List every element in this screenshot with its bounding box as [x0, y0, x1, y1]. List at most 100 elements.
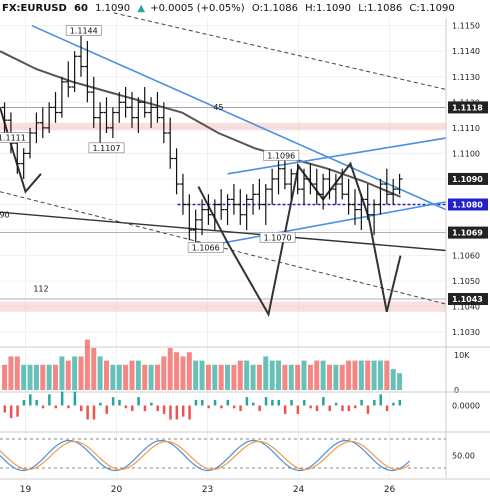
volume-bar	[377, 360, 383, 390]
macd-bar	[92, 405, 96, 420]
price-tag-1.1118: 1.1118	[448, 101, 488, 114]
ohlc-o-key: O:	[252, 3, 263, 14]
candle	[294, 163, 301, 195]
candle	[288, 168, 295, 200]
candle	[224, 194, 231, 225]
volume-bar	[59, 356, 65, 390]
annotation-1.1070: 1.1070	[259, 231, 296, 243]
annotation-box	[263, 150, 300, 161]
macd-bar	[3, 405, 7, 413]
candle	[46, 102, 53, 133]
macd-bar	[67, 405, 70, 409]
macd-bar	[130, 405, 134, 412]
candle	[371, 199, 378, 236]
candle	[390, 178, 397, 205]
price-tick-label: 1.1040	[452, 303, 480, 312]
macd-bar	[309, 405, 312, 409]
volume-bar	[212, 364, 218, 390]
drawing-trend-2	[209, 201, 447, 247]
price-tags: 1.1118 1.1090 1.1080 1.1069 1.1043	[448, 101, 488, 306]
macd-bar	[334, 402, 338, 406]
ohlc-l-value: 1.1086	[367, 3, 402, 14]
candle	[109, 107, 116, 139]
candle	[377, 178, 384, 215]
ohlc-l-key: L:	[358, 3, 367, 14]
macd-bar	[41, 405, 45, 409]
macd-bar	[379, 394, 382, 406]
candle	[192, 209, 199, 246]
volume-bar	[142, 364, 148, 390]
macd-bar	[385, 405, 389, 412]
macd-bar	[398, 399, 402, 406]
stoch-tick-label: 50.00	[452, 452, 475, 461]
interval: 60	[74, 3, 88, 14]
macd-bar	[16, 405, 19, 417]
macd-bar	[252, 402, 255, 406]
macd-bar	[86, 405, 89, 420]
candle	[122, 86, 129, 118]
price-tick-label: 1.1060	[452, 252, 480, 261]
volume-bar	[352, 360, 358, 390]
macd-bar	[181, 405, 185, 417]
volume-bar	[301, 360, 307, 390]
drawing-path-7	[197, 161, 402, 318]
volume-bar	[103, 360, 109, 390]
ohlc-o-value: 1.1086	[263, 3, 298, 14]
candle	[173, 148, 180, 195]
candle	[199, 199, 206, 236]
volume-bar	[154, 364, 160, 390]
macd-bar	[188, 405, 191, 420]
price-tag-label: 1.1043	[452, 295, 483, 304]
candle	[275, 158, 282, 195]
annotation-label: 1.1107	[92, 144, 120, 153]
volume-bar	[346, 360, 352, 390]
macd-tick-label: 0.0000	[452, 402, 480, 411]
volume-bar	[231, 364, 237, 390]
candle	[320, 173, 327, 210]
drawing-trend-0	[31, 24, 447, 211]
candle	[154, 92, 161, 123]
candle	[20, 148, 27, 179]
annotation-112: 112	[33, 284, 48, 293]
macd-bar	[366, 405, 370, 414]
volume-bar	[237, 360, 243, 390]
change: +0.0005 (+0.05%)	[150, 3, 245, 14]
time-tick-label: 23	[202, 485, 213, 495]
volume-bar	[307, 364, 313, 390]
candle	[179, 173, 186, 215]
drawings	[0, 12, 447, 318]
last-price: 1.1090	[95, 3, 130, 14]
macd-bar	[80, 405, 83, 412]
drawing-trend-1	[227, 137, 447, 175]
macd-bar	[303, 399, 306, 406]
volume-bar	[161, 356, 167, 390]
candle	[256, 178, 263, 210]
macd-bar	[232, 405, 236, 409]
volume-tick-label: 10K	[454, 351, 470, 360]
macd-bar	[73, 391, 77, 406]
macd-bar	[328, 405, 331, 412]
candle	[345, 178, 352, 215]
volume-bar	[116, 364, 122, 390]
candle	[364, 184, 371, 220]
annotation-label: 1.1066	[192, 243, 220, 252]
candle	[1, 102, 8, 133]
macd-bar	[239, 405, 242, 412]
volume-bar	[320, 360, 326, 390]
candle	[71, 51, 78, 93]
drawing-path-6	[0, 107, 42, 194]
time-axis[interactable]: 19 20 23 24 26	[0, 478, 490, 495]
volume-bar	[397, 373, 403, 390]
annotation-45: 45	[213, 103, 223, 112]
macd-bar	[315, 405, 319, 412]
annotation-1.1144: 1.1144	[65, 25, 102, 36]
volume-bar	[27, 364, 33, 390]
price-tag-bg	[448, 101, 488, 114]
price-tick-label: 1.1130	[452, 73, 480, 82]
annotations: 1.1144 1.1111 1.1107 1.1096 1.1066 1.1070 45 11…	[0, 25, 300, 293]
macd-bar	[22, 399, 26, 406]
candle	[116, 92, 123, 123]
volume-bar	[339, 364, 345, 390]
volume-bar	[186, 352, 192, 390]
